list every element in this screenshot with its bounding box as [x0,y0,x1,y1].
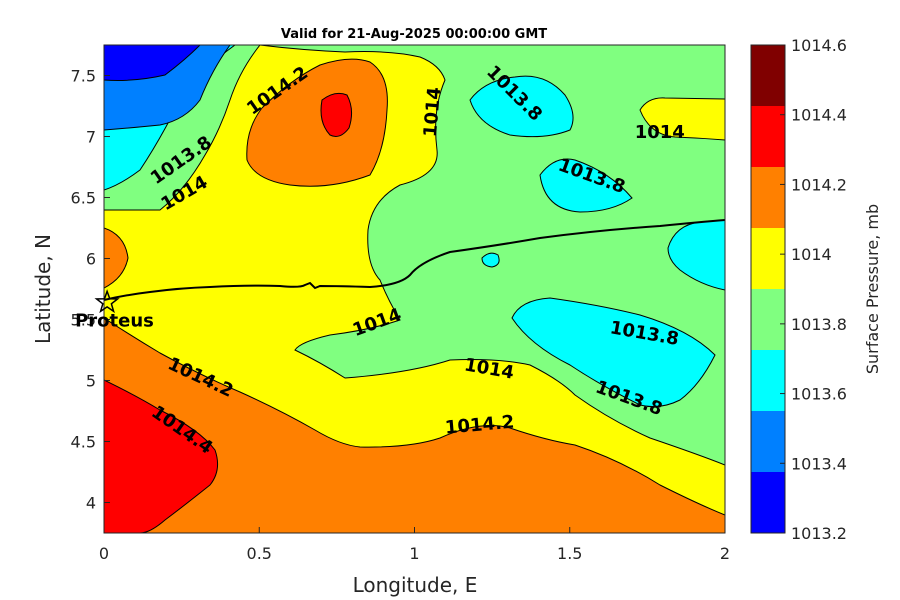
level-1014.4-core-north [320,92,353,137]
level-1014.2-band-north [246,58,388,187]
colorbar-swatch [751,289,785,350]
level-1014.4-core-south [104,379,219,533]
colorbar-swatch [751,106,785,167]
level-1013.6-blob-se [511,297,716,408]
station-marker: Proteus [75,289,154,331]
colorbar-tick-label: 1014.6 [791,36,847,55]
level-1014.2-band-west [104,227,129,289]
level-1014.2-band-south [104,317,725,533]
y-tick-label: 6 [86,250,96,269]
contour-fill-layer [104,45,725,533]
level-1014-patch-ne [639,97,725,141]
coastline [103,219,726,301]
colorbar-tick-label: 1013.2 [791,524,847,543]
contour-label: 1014 [635,122,685,143]
level-1013.2-band-nw [104,45,201,81]
level-1013.6-blob-east [667,219,725,291]
colorbar-label: Surface Pressure, mb [863,204,882,374]
x-axis-label: Longitude, E [353,573,478,597]
colorbar-tick-label: 1014.4 [791,106,847,125]
colorbar-frame [750,44,786,534]
level-1013.6-blob-ne1 [469,75,574,138]
colorbar-swatch [751,350,785,411]
colorbar-tick-label: 1013.8 [791,315,847,334]
map-title: Valid for 21-Aug-2025 00:00:00 GMT [281,27,547,42]
colorbar-swatch [751,45,785,106]
y-tick-label: 7 [86,128,96,147]
colorbar-tick-label: 1014 [791,245,832,264]
star-icon [94,289,120,314]
x-tick-label: 0 [99,544,109,563]
y-tick-label: 5 [86,372,96,391]
y-tick-label: 4.5 [71,433,96,452]
y-tick-label: 4 [86,494,96,513]
x-tick-label: 0.5 [247,544,272,563]
contour-label: 1014 [420,86,445,138]
y-tick-label: 7.5 [71,67,96,86]
x-tick-label: 2 [720,544,730,563]
y-tick-label: 5.5 [71,311,96,330]
x-tick-label: 1.5 [557,544,582,563]
level-1013.6-blob-ne2 [539,158,633,213]
colorbar-swatch [751,411,785,472]
station-label: Proteus [75,310,154,331]
colorbar: 1013.2 1013.4 1013.6 1013.8 1014 1014.2 1014.4… [750,36,847,543]
y-axis: 4 4.5 5 5.5 6 6.5 7 7.5 [71,67,110,513]
colorbar-swatch [751,167,785,228]
y-tick-label: 6.5 [71,189,96,208]
y-axis-label: Latitude, N [31,234,55,344]
colorbar-tick-label: 1013.4 [791,454,847,473]
colorbar-swatch [751,228,785,289]
colorbar-tick-label: 1014.2 [791,175,847,194]
colorbar-tick-label: 1013.6 [791,385,847,404]
x-axis: 0 0.5 1 1.5 2 [99,527,730,563]
x-tick-label: 1 [409,544,419,563]
colorbar-swatch [751,472,785,533]
level-1013.6-blob-small [481,252,500,268]
